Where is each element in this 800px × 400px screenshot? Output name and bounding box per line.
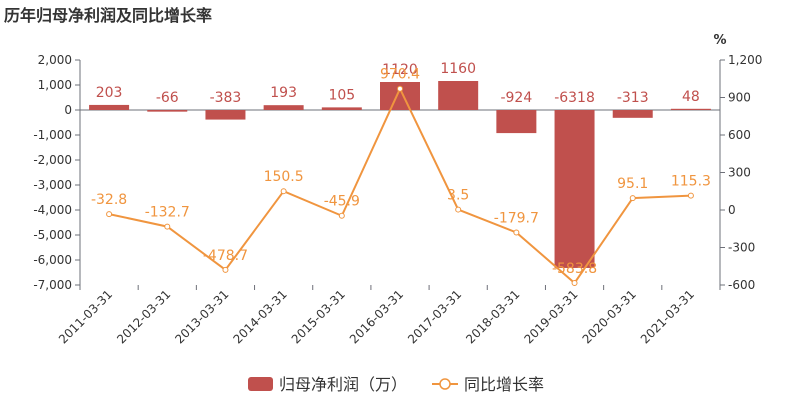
bar-value-label: 48 [682,89,700,105]
bar [321,107,362,110]
line-value-label: -179.7 [494,210,539,226]
bar [438,81,479,110]
x-tick-label: 2014-03-31 [231,287,290,346]
bar [670,108,711,110]
line-value-label: 150.5 [264,169,304,185]
x-tick-label: 2020-03-31 [580,287,639,346]
bar-value-label: 203 [96,85,123,101]
bar [89,104,130,110]
legend-line-marker [439,378,451,390]
x-tick-label: 2012-03-31 [114,287,173,346]
line-point [629,195,636,202]
left-tick-label: -5,000 [33,228,72,242]
x-tick-label: 2015-03-31 [289,287,348,346]
line-value-label: -32.8 [91,192,127,208]
left-tick-label: -4,000 [33,203,72,217]
x-tick-label: 2011-03-31 [56,287,115,346]
left-tick-label: -2,000 [33,153,72,167]
right-tick-label: 300 [728,166,751,180]
right-tick-label: -600 [728,278,755,292]
line-value-label: 970.4 [380,67,420,83]
chart-title: 历年归母净利润及同比增长率 [4,6,213,25]
bar-value-label: 193 [270,85,297,101]
line-value-label: 3.5 [447,188,469,204]
bar-value-label: 105 [328,87,355,103]
bar [554,110,595,268]
bar [263,105,304,110]
bar-value-label: -313 [617,90,649,106]
bar [496,110,537,134]
right-axis-unit-label: % [713,33,726,48]
line-point [280,188,287,195]
line-value-label: -478.7 [203,248,248,264]
x-tick-label: 2017-03-31 [405,287,464,346]
line-point [106,211,113,218]
line-value-label: -45.9 [324,194,360,210]
bar-value-label: -6318 [554,90,595,106]
right-tick-label: -300 [728,241,755,255]
line-point [222,266,229,273]
x-tick-label: 2013-03-31 [172,287,231,346]
line-value-label: 95.1 [617,176,648,192]
line-point [571,279,578,286]
legend-bar-swatch [248,377,273,391]
left-tick-label: -1,000 [33,128,72,142]
bar-value-label: -383 [210,90,242,106]
line-value-label: -583.8 [552,261,597,277]
legend-bar-label: 归母净利润（万） [279,375,407,394]
left-tick-label: -7,000 [33,278,72,292]
line-value-label: -132.7 [145,205,190,221]
right-tick-label: 600 [728,128,751,142]
left-tick-label: 2,000 [38,53,72,67]
left-tick-label: -6,000 [33,253,72,267]
line-point [687,192,694,199]
legend-line-label: 同比增长率 [464,375,544,394]
line-point [513,229,520,236]
right-tick-label: 1,200 [728,53,762,67]
x-tick-label: 2021-03-31 [638,287,697,346]
bar-value-label: -66 [156,90,179,106]
right-tick-label: 900 [728,91,751,105]
bar [612,110,653,118]
bar-value-label: 1120 [382,62,418,78]
left-tick-label: 1,000 [38,78,72,92]
x-tick-label: 2019-03-31 [521,287,580,346]
x-tick-label: 2018-03-31 [463,287,522,346]
left-tick-label: 0 [64,103,72,117]
bar [205,110,246,120]
line-point [164,223,171,230]
line-point [455,206,462,213]
line-point [397,85,403,92]
left-tick-label: -3,000 [33,178,72,192]
line-value-label: 115.3 [671,174,711,190]
right-tick-label: 0 [728,203,736,217]
line-point [338,212,345,219]
bar [147,110,188,112]
growth-line [108,86,691,285]
bar-value-label: 1160 [440,61,476,77]
bar-value-label: -924 [500,90,532,106]
x-tick-label: 2016-03-31 [347,287,406,346]
